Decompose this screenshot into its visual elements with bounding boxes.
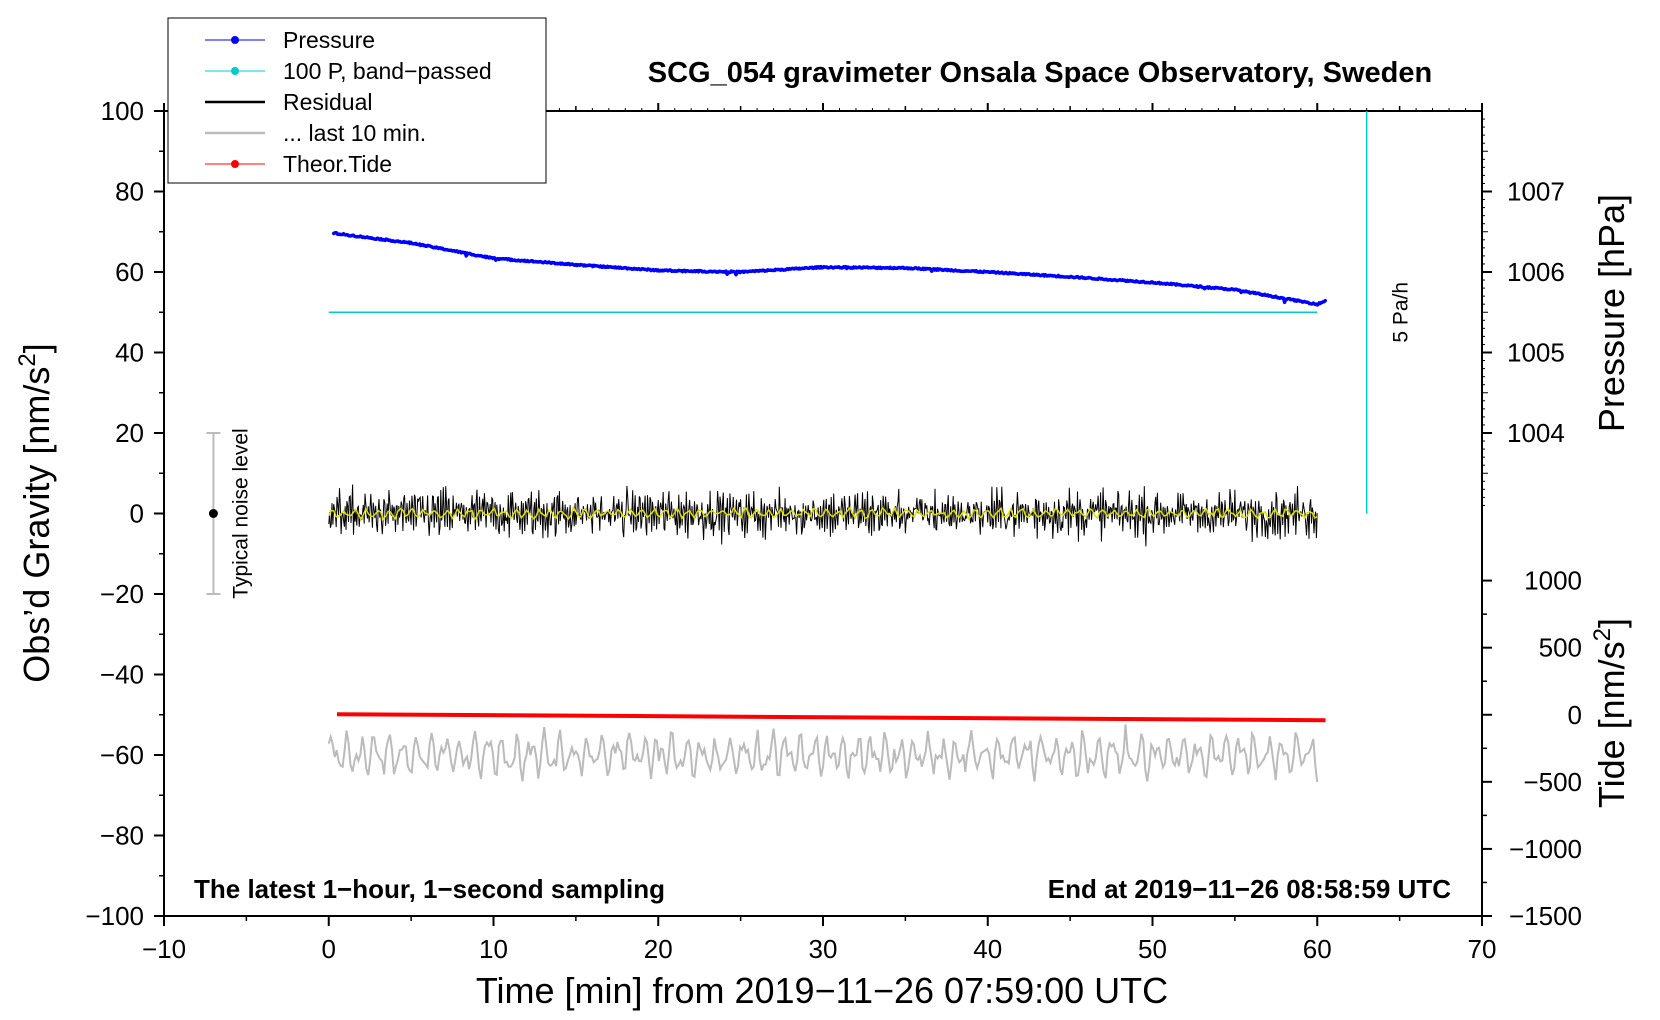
tide-axis-title-text: Tide [nm/s bbox=[1591, 641, 1632, 808]
series-pressure-line bbox=[331, 231, 1327, 307]
tide-axis-title-end: ] bbox=[1591, 618, 1632, 628]
series-residual-line bbox=[328, 484, 1318, 547]
legend-swatch-dot bbox=[231, 160, 239, 168]
legend-swatch-dot bbox=[231, 67, 239, 75]
x-tick-label: 30 bbox=[809, 934, 838, 964]
x-tick-label: 60 bbox=[1303, 934, 1332, 964]
noise-center-dot bbox=[208, 509, 218, 518]
pressure-tick-label: 1005 bbox=[1507, 338, 1565, 368]
pressure-tick-label: 1004 bbox=[1507, 418, 1565, 448]
tide-axis-title: Tide [nm/s2] bbox=[1589, 618, 1632, 808]
annotation-layer: Typical noise level 5 Pa/h bbox=[206, 111, 1413, 599]
y-tick-label: −80 bbox=[100, 821, 144, 851]
x-tick-label: 50 bbox=[1138, 934, 1167, 964]
left-axis-title-sup: 2 bbox=[14, 353, 41, 366]
y-tick-label: 60 bbox=[115, 257, 144, 287]
y-tick-label: −40 bbox=[100, 660, 144, 690]
series-residual-smoothed-line bbox=[328, 505, 1318, 522]
legend-label: Residual bbox=[283, 89, 373, 115]
x-axis-title: Time [min] from 2019−11−26 07:59:00 UTC bbox=[476, 970, 1168, 1011]
legend: Pressure 100 P, band−passed Residual ... la… bbox=[167, 17, 547, 184]
y-tick-label: −60 bbox=[100, 740, 144, 770]
left-axis-title-text: Obs’d Gravity [nm/s bbox=[16, 367, 57, 683]
tide-tick-label: −1000 bbox=[1509, 834, 1582, 864]
series-last10-line bbox=[327, 724, 1319, 783]
y-tick-label: 20 bbox=[115, 418, 144, 448]
pressure-axis-title: Pressure [hPa] bbox=[1591, 194, 1632, 432]
tide-tick-label: −500 bbox=[1523, 767, 1582, 797]
noise-label: Typical noise level bbox=[229, 428, 252, 598]
legend-label: Pressure bbox=[283, 27, 375, 53]
x-tick-label: −10 bbox=[142, 934, 186, 964]
y-tick-label: 40 bbox=[115, 338, 144, 368]
chart-title: SCG_054 gravimeter Onsala Space Observat… bbox=[648, 57, 1432, 89]
tide-tick-label: −1500 bbox=[1509, 901, 1582, 931]
bottom-left-note: The latest 1−hour, 1−second sampling bbox=[194, 874, 665, 904]
pressure-tick-label: 1006 bbox=[1507, 257, 1565, 287]
x-tick-label: 40 bbox=[973, 934, 1002, 964]
series-tide-line bbox=[336, 712, 1326, 723]
axes-layer: −10 0 10 20 30 40 50 60 70−100−80−60−40−20020406… bbox=[85, 96, 1582, 964]
legend-label: 100 P, band−passed bbox=[283, 58, 492, 84]
rate-label: 5 Pa/h bbox=[1390, 282, 1413, 343]
x-tick-label: 0 bbox=[322, 934, 336, 964]
legend-label: ... last 10 min. bbox=[283, 120, 426, 146]
tide-tick-label: 1000 bbox=[1524, 566, 1582, 596]
y-tick-label: 80 bbox=[115, 177, 144, 207]
tide-tick-label: 500 bbox=[1539, 633, 1582, 663]
series-layer bbox=[327, 231, 1327, 783]
tide-tick-label: 0 bbox=[1568, 700, 1582, 730]
legend-box bbox=[167, 17, 547, 184]
pressure-tick-label: 1007 bbox=[1507, 177, 1565, 207]
left-axis-title: Obs’d Gravity [nm/s2] bbox=[14, 343, 57, 682]
left-axis-title-end: ] bbox=[16, 343, 57, 353]
bottom-right-note: End at 2019−11−26 08:58:59 UTC bbox=[1048, 874, 1451, 904]
y-tick-label: 0 bbox=[130, 499, 144, 529]
tide-axis-title-sup: 2 bbox=[1589, 628, 1616, 641]
y-tick-label: −100 bbox=[85, 901, 144, 931]
y-tick-label: 100 bbox=[101, 96, 144, 126]
x-tick-label: 20 bbox=[644, 934, 673, 964]
x-tick-label: 70 bbox=[1468, 934, 1497, 964]
y-tick-label: −20 bbox=[100, 579, 144, 609]
x-tick-label: 10 bbox=[479, 934, 508, 964]
legend-label: Theor.Tide bbox=[283, 151, 392, 177]
legend-swatch-dot bbox=[231, 36, 239, 44]
